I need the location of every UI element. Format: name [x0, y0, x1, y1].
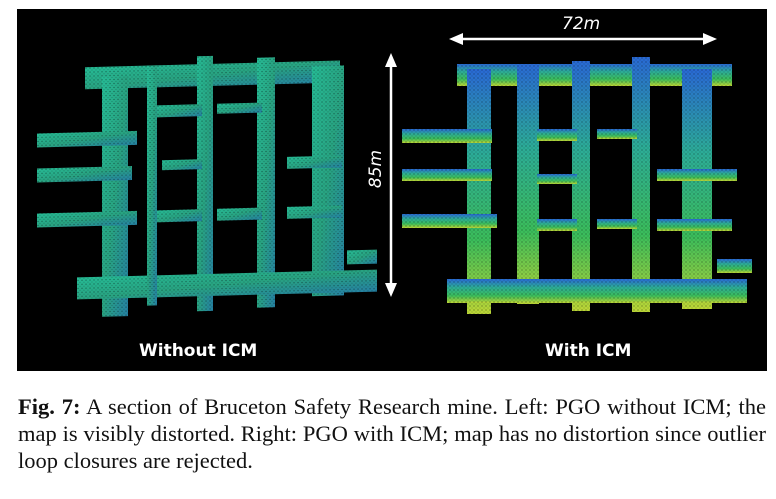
height-measure-label: 85m — [366, 150, 386, 188]
right-panel-label: With ICM — [545, 341, 632, 361]
width-measure-label: 72m — [562, 14, 600, 34]
figure-caption: Fig. 7: A section of Bruceton Safety Res… — [18, 393, 766, 474]
right-map — [397, 54, 757, 331]
caption-label: Fig. 7: — [18, 394, 81, 419]
width-measure-arrow — [449, 33, 717, 45]
caption-text: A section of Bruceton Safety Research mi… — [18, 394, 766, 473]
height-measure-arrow — [385, 53, 397, 297]
map-comparison: 72m 85m — [32, 14, 757, 331]
left-map — [32, 44, 387, 331]
figure: 72m 85m Without ICM With ICM — [17, 9, 767, 371]
left-panel-label: Without ICM — [139, 341, 258, 361]
panel-label-bar: Without ICM With ICM — [17, 335, 767, 371]
